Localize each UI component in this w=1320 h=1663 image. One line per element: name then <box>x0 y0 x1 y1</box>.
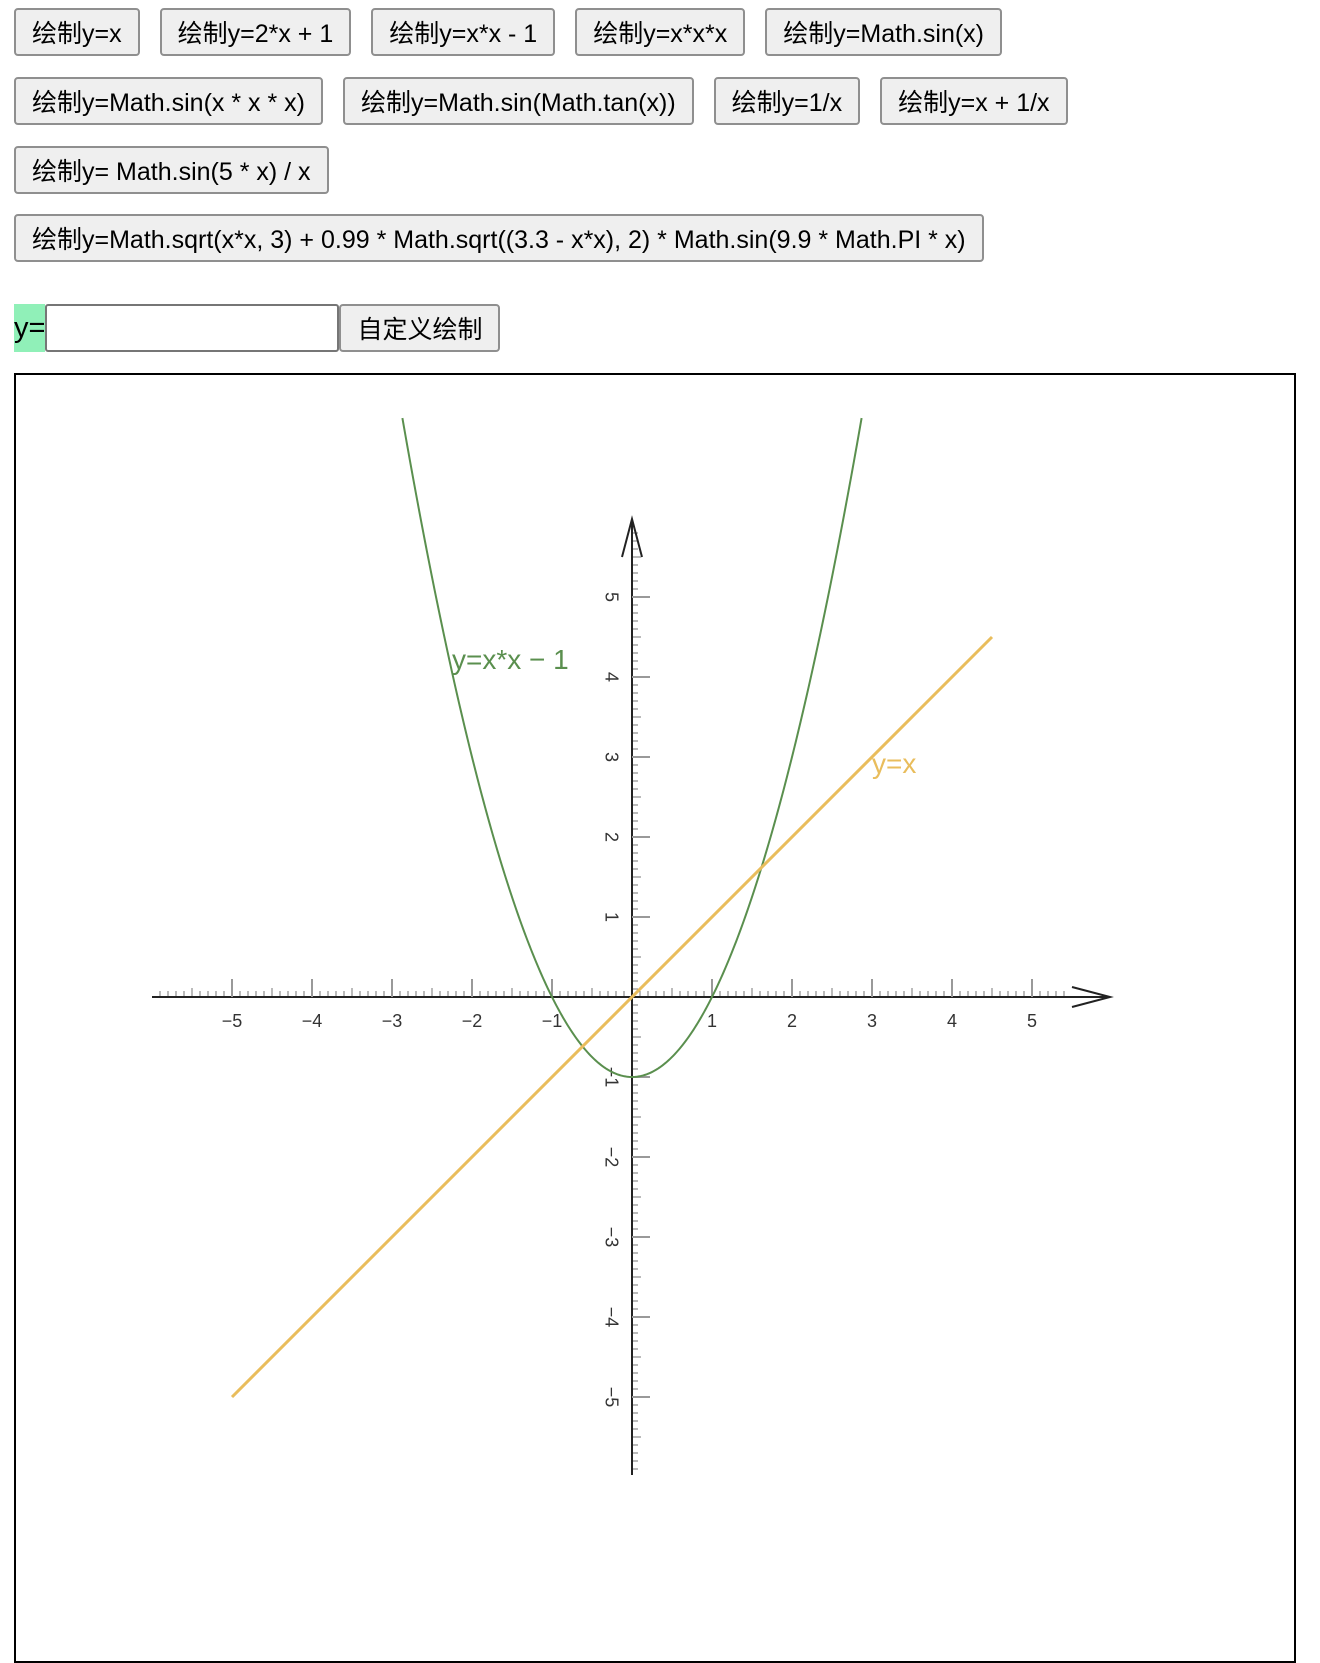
y-tick-label: −2 <box>601 1147 621 1168</box>
button-row-2: 绘制y=Math.sin(x * x * x) 绘制y=Math.sin(Mat… <box>14 77 1068 125</box>
y-tick-label: −1 <box>601 1067 621 1088</box>
y-axis-arrow <box>621 515 643 558</box>
parabola-curve <box>401 417 863 1079</box>
y-tick-label: 4 <box>601 672 621 682</box>
plot-quadratic-button[interactable]: 绘制y=x*x - 1 <box>371 8 556 56</box>
plot-identity-button[interactable]: 绘制y=x <box>14 8 140 56</box>
custom-plot-row: y= 自定义绘制 <box>14 304 501 352</box>
y-tick-label: 5 <box>601 592 621 602</box>
plot-reciprocal-button[interactable]: 绘制y=1/x <box>713 77 861 125</box>
plot-sin-tan-button[interactable]: 绘制y=Math.sin(Math.tan(x)) <box>342 77 694 125</box>
plot-sinc-button[interactable]: 绘制y= Math.sin(5 * x) / x <box>14 146 329 194</box>
x-tick-label: −2 <box>462 1011 483 1031</box>
identity-line <box>230 635 994 1399</box>
x-tick-label: 1 <box>707 1011 717 1031</box>
identity-label: y=x <box>872 748 916 779</box>
y-tick-label: −5 <box>601 1387 621 1408</box>
y-tick-label: 2 <box>601 832 621 842</box>
plot-cubic-button[interactable]: 绘制y=x*x*x <box>575 8 746 56</box>
x-axis-arrow <box>1071 986 1114 1008</box>
button-row-4: 绘制y=Math.sqrt(x*x, 3) + 0.99 * Math.sqrt… <box>14 214 984 262</box>
plot-svg: −5 −4 −3 −2 −1 1 2 3 4 5 −5 −4 −3 −2 −1 1 2 3 4 5 y=x*x − 1 y… <box>152 417 1114 1475</box>
button-row-1: 绘制y=x 绘制y=2*x + 1 绘制y=x*x - 1 绘制y=x*x*x … <box>14 8 1002 56</box>
button-row-3: 绘制y= Math.sin(5 * x) / x <box>14 146 329 194</box>
x-tick-label: −4 <box>302 1011 323 1031</box>
plot-linear-button[interactable]: 绘制y=2*x + 1 <box>159 8 352 56</box>
y-tick-label: −4 <box>601 1307 621 1328</box>
parabola-label: y=x*x − 1 <box>452 644 569 675</box>
x-tick-label: 3 <box>867 1011 877 1031</box>
plot-sin-cubic-button[interactable]: 绘制y=Math.sin(x * x * x) <box>14 77 323 125</box>
x-tick-label: 4 <box>947 1011 957 1031</box>
x-tick-label: 2 <box>787 1011 797 1031</box>
custom-plot-button[interactable]: 自定义绘制 <box>339 304 501 352</box>
x-tick-label: −1 <box>542 1011 563 1031</box>
y-tick-label: 1 <box>601 912 621 922</box>
y-tick-label: −3 <box>601 1227 621 1248</box>
plot-heart-button[interactable]: 绘制y=Math.sqrt(x*x, 3) + 0.99 * Math.sqrt… <box>14 214 984 262</box>
x-tick-label: −5 <box>222 1011 243 1031</box>
plot-sin-button[interactable]: 绘制y=Math.sin(x) <box>765 8 1002 56</box>
y-tick-label: 3 <box>601 752 621 762</box>
x-tick-label: 5 <box>1027 1011 1037 1031</box>
custom-expression-input[interactable] <box>45 304 340 352</box>
custom-y-label: y= <box>14 304 46 352</box>
plot-x-plus-reciprocal-button[interactable]: 绘制y=x + 1/x <box>880 77 1068 125</box>
plot-canvas[interactable]: −5 −4 −3 −2 −1 1 2 3 4 5 −5 −4 −3 −2 −1 1 2 3 4 5 y=x*x − 1 y… <box>14 373 1296 1663</box>
x-tick-label: −3 <box>382 1011 403 1031</box>
